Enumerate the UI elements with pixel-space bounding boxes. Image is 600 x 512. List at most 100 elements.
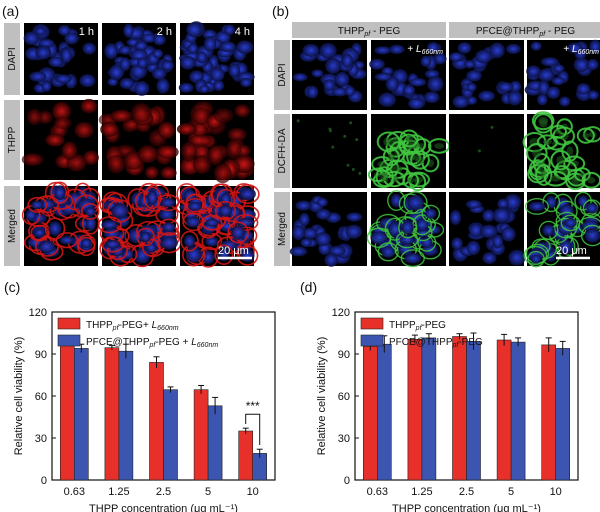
panel-a-time-label: 1 h: [79, 26, 94, 38]
bar: [207, 405, 223, 481]
panel-a-label: (a): [2, 3, 19, 19]
chart-c: (c) 0 30 60 90 120 Relative cell viability (%…: [4, 279, 276, 512]
panel-a-row-label: Merged: [7, 209, 18, 243]
bar: [421, 337, 437, 481]
y-tick-label: 120: [332, 307, 350, 319]
panel-b-row-labels: DAPI DCFH-DA Merged: [274, 40, 290, 266]
panel-a-row-label-bg: [4, 100, 20, 180]
panel-a-micrograph: [23, 23, 98, 95]
panel-a-row-labels: DAPI THPP Merged: [4, 23, 20, 266]
panel-a-micrograph: [21, 181, 101, 266]
legend-entry: PFCE@THPPpf-PEG + L660nm: [86, 337, 218, 349]
panel-b-row-label: DAPI: [277, 63, 288, 86]
panel-b-laser-label: + L660nm: [563, 44, 599, 56]
x-tick-label: 5: [508, 486, 514, 498]
panel-b-laser-label: + L660nm: [407, 44, 443, 56]
panel-b-micrograph: [524, 39, 600, 110]
bar: [452, 336, 467, 481]
x-tick-label: 0.63: [64, 486, 85, 498]
x-tick-label: 2.5: [459, 486, 474, 498]
panel-b-micrograph: [367, 114, 451, 192]
y-tick-label: 30: [338, 433, 350, 445]
panel-a-time-label: 2 h: [157, 26, 172, 38]
panel-b-micrograph: [366, 190, 446, 268]
legend-entry: PFCE@THPPpf-PEG: [389, 337, 483, 349]
x-axis-label: THPP concentration (μg mL⁻¹): [392, 503, 541, 512]
legend-swatch: [360, 317, 384, 330]
panel-a-row-label-bg: [4, 23, 20, 95]
panel-b-group-headers: THPPpf - PEG PFCE@THPPpf - PEG: [292, 22, 600, 38]
y-tick-label: 60: [338, 391, 350, 403]
panel-b-row-label: Merged: [277, 212, 288, 246]
bar: [496, 339, 512, 481]
y-tick-label: 90: [338, 349, 350, 361]
panel-b-label: (b): [272, 3, 289, 19]
panel-b-header-bg: [292, 22, 446, 38]
x-tick-label: 2.5: [156, 486, 171, 498]
x-tick-label: 1.25: [108, 486, 129, 498]
legend-entry: THPPpf-PEG+ L660nm: [86, 320, 179, 332]
panel-b-group-header: PFCE@THPPpf - PEG: [476, 26, 576, 38]
panel-a-micrograph: [175, 183, 260, 268]
panel-b-row-label-bg: [274, 40, 290, 110]
bar: [104, 347, 120, 481]
y-axis-label: Relative cell viability (%): [13, 337, 25, 456]
panel-b-row-label: DCFH-DA: [277, 128, 288, 173]
panel-a-micrograph: [97, 182, 182, 268]
significance-label: ***: [246, 399, 260, 413]
panel-b-row-label-bg: [274, 114, 290, 188]
legend-swatch: [57, 334, 81, 347]
x-tick-label: 5: [205, 486, 211, 498]
y-tick-label: 90: [35, 349, 47, 361]
bar: [193, 389, 209, 481]
panel-a-scale-label: 20 μm: [218, 245, 249, 257]
bar: [238, 430, 253, 481]
panel-a-time-label: 4 h: [235, 26, 250, 38]
panel-b-row-label-bg: [274, 192, 290, 266]
panel-b: (b) THPPpf - PEG PFCE@THPPpf - PEG DAPI DC…: [272, 3, 600, 268]
y-tick-label: 0: [344, 475, 350, 487]
panel-b-scale-label: 20 μm: [556, 245, 587, 257]
panel-a-micrograph: [176, 100, 255, 184]
panel-b-micrograph: [292, 40, 367, 110]
y-tick-label: 120: [29, 307, 47, 319]
panel-b-micrograph: [292, 114, 367, 188]
x-tick-label: 10: [247, 486, 259, 498]
x-axis-label: THPP concentration (μg mL⁻¹): [89, 503, 238, 512]
bar: [59, 338, 75, 481]
bar: [74, 348, 89, 481]
chart-d: (d) 0 30 60 90 120 Relative cell viability (%…: [300, 279, 579, 512]
panel-a-micrograph: [178, 21, 255, 95]
x-tick-label: 10: [550, 486, 562, 498]
chart-d-panel-label: (d): [300, 279, 317, 295]
bar: [149, 362, 164, 481]
bar: [555, 348, 571, 481]
bar: [362, 345, 378, 481]
panel-a: (a) DAPI THPP Merged 1 h 2 h 4 h 20 μm: [2, 3, 260, 268]
bar: [376, 343, 392, 481]
legend-swatch: [57, 317, 81, 330]
chart-c-panel-label: (c): [4, 279, 20, 295]
panel-b-micrograph: [369, 40, 447, 110]
panel-b-micrograph: [449, 114, 524, 188]
bar: [510, 341, 526, 481]
panel-b-micrograph: [449, 40, 524, 110]
legend-entry: THPPpf-PEG: [389, 320, 446, 332]
x-tick-label: 1.25: [411, 486, 432, 498]
panel-b-micrograph: [523, 191, 600, 268]
panel-b-group-header: THPPpf - PEG: [338, 26, 401, 38]
panel-b-micrograph: [449, 192, 526, 266]
y-tick-label: 0: [41, 475, 47, 487]
panel-a-row-label-bg: [4, 186, 20, 266]
x-tick-label: 0.63: [367, 486, 388, 498]
bar: [541, 344, 557, 481]
significance-bracket: [245, 413, 261, 445]
y-tick-label: 60: [35, 391, 47, 403]
bar: [466, 341, 481, 481]
panel-b-micrograph: [522, 111, 600, 191]
panel-b-micrograph: [289, 192, 367, 267]
panel-a-micrographs: [21, 21, 260, 268]
legend-swatch: [360, 334, 384, 347]
panel-a-time-labels: 1 h 2 h 4 h: [79, 26, 250, 38]
